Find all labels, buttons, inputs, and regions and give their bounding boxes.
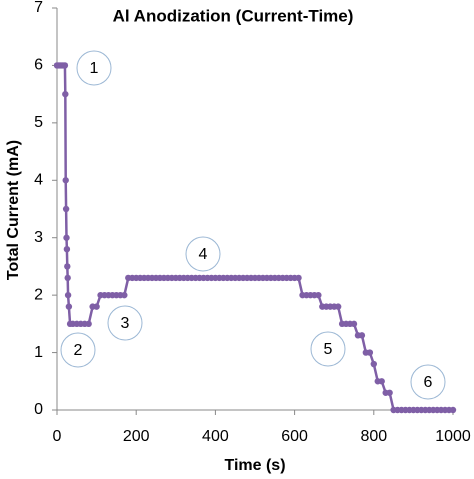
annotation-label: 1 — [90, 60, 99, 77]
y-tick-label: 4 — [34, 172, 43, 189]
data-point — [62, 177, 69, 184]
data-point — [378, 378, 385, 385]
data-point — [62, 90, 69, 98]
data-point — [295, 274, 302, 282]
annotation-label: 2 — [74, 342, 83, 359]
data-point — [366, 349, 374, 356]
y-tick-label: 1 — [34, 344, 43, 361]
x-tick-label: 0 — [53, 428, 62, 445]
annotation-label: 5 — [324, 341, 333, 358]
x-tick-label: 600 — [281, 428, 308, 445]
data-point — [350, 320, 358, 328]
series-line — [57, 64, 453, 412]
annotation-label: 3 — [121, 315, 130, 332]
data-point — [65, 303, 73, 310]
data-point — [386, 389, 393, 396]
y-tick-label: 2 — [34, 286, 43, 303]
data-point — [93, 303, 100, 310]
annotation-circle — [60, 332, 96, 368]
x-tick-label: 1000 — [435, 428, 471, 445]
annotation-circle — [410, 364, 446, 400]
annotation-circle — [310, 331, 346, 367]
data-point — [61, 62, 69, 69]
data-point — [62, 205, 70, 213]
data-point — [315, 291, 322, 299]
chart-title: Al Anodization (Current-Time) — [113, 6, 354, 25]
data-point — [85, 320, 92, 328]
data-point — [121, 291, 128, 299]
annotation-circle — [185, 236, 221, 272]
data-point — [370, 360, 377, 368]
data-point — [64, 274, 71, 282]
data-point — [63, 234, 70, 241]
x-tick-label: 400 — [202, 428, 229, 445]
annotation-label: 4 — [199, 246, 208, 263]
y-tick-label: 5 — [34, 114, 43, 131]
data-point — [449, 406, 457, 414]
x-tick-label: 800 — [360, 428, 387, 445]
data-point — [64, 263, 71, 270]
data-point — [64, 291, 72, 299]
y-tick-label: 7 — [34, 0, 43, 16]
annotation-circle — [76, 50, 112, 86]
data-point — [358, 332, 366, 339]
x-tick-label: 200 — [123, 428, 150, 445]
x-axis-label: Time (s) — [224, 457, 285, 474]
annotation-circle — [107, 305, 143, 341]
y-axis-label: Total Current (mA) — [5, 140, 22, 280]
data-point — [334, 303, 342, 310]
data-point — [63, 246, 71, 253]
y-tick-label: 0 — [34, 401, 43, 418]
annotation-label: 6 — [424, 374, 433, 391]
y-tick-label: 3 — [34, 229, 43, 246]
y-tick-label: 6 — [34, 57, 43, 74]
